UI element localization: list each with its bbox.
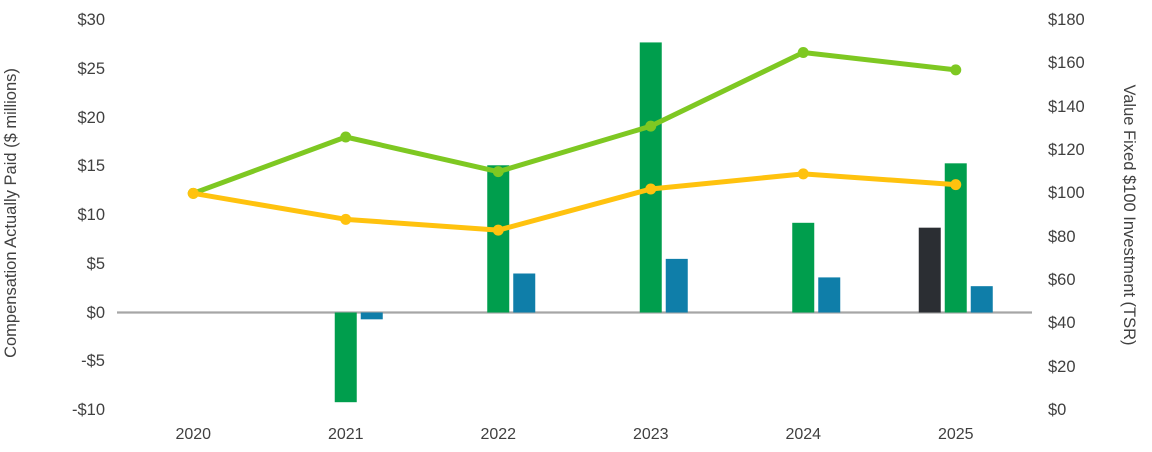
blue-bar-2025 <box>970 286 993 313</box>
yellow-line-point-2022 <box>492 224 504 236</box>
left-axis-tick: $20 <box>77 108 105 127</box>
left-axis-tick: $25 <box>77 59 105 78</box>
green-bar-2022 <box>487 165 510 313</box>
left-axis-tick: $15 <box>77 157 105 176</box>
left-axis-tick: $0 <box>86 303 105 322</box>
right-axis-tick: $0 <box>1048 401 1067 419</box>
green-line-point-2023 <box>645 120 657 132</box>
green-line-point-2021 <box>340 131 352 143</box>
yellow-line-point-2024 <box>797 168 809 180</box>
right-axis-tick: $140 <box>1048 97 1085 116</box>
yellow-line <box>190 171 959 233</box>
yellow-line-point-2025 <box>950 179 962 191</box>
x-axis-label-2020: 2020 <box>175 426 212 443</box>
right-axis-tick: $60 <box>1048 271 1076 289</box>
green-bar-2024 <box>792 222 815 313</box>
blue-bar-2022 <box>513 273 536 313</box>
left-axis-tick: $30 <box>77 11 105 29</box>
yellow-line-point-2020 <box>187 187 199 199</box>
right-axis-tick: $180 <box>1048 11 1085 29</box>
yellow-line-point-2021 <box>340 213 352 225</box>
green-line <box>190 50 959 196</box>
x-axis-label-2022: 2022 <box>480 426 517 443</box>
black-bar-2025 <box>918 227 941 313</box>
right-axis-tick: $80 <box>1048 227 1076 246</box>
right-axis-tick: $20 <box>1048 357 1076 376</box>
right-axis-tick: $120 <box>1048 141 1085 159</box>
blue-bar-2021 <box>360 312 383 320</box>
green-bar-2023 <box>639 42 662 313</box>
green-bar-2021 <box>334 312 357 403</box>
blue-bar-2023 <box>665 258 688 313</box>
green-line-point-2025 <box>950 64 962 76</box>
right-axis-tick: $40 <box>1048 314 1076 333</box>
left-axis-tick: $5 <box>86 254 105 273</box>
yellow-line-point-2023 <box>645 183 657 195</box>
x-axis-label-2023: 2023 <box>632 426 669 443</box>
green-line-point-2024 <box>797 47 809 58</box>
x-axis-label-2021: 2021 <box>327 426 364 443</box>
x-axis-label-2024: 2024 <box>785 426 822 443</box>
right-axis-tick: $100 <box>1048 184 1085 203</box>
x-axis-label-2025: 2025 <box>937 426 974 443</box>
left-axis-tick: $10 <box>77 206 105 224</box>
left-axis-tick: -$5 <box>81 352 105 371</box>
right-axis-tick: $160 <box>1048 54 1085 73</box>
blue-bar-2024 <box>818 277 841 313</box>
left-axis-tick: -$10 <box>71 401 105 419</box>
green-bar-2025 <box>944 163 967 313</box>
green-line-point-2022 <box>492 166 504 178</box>
